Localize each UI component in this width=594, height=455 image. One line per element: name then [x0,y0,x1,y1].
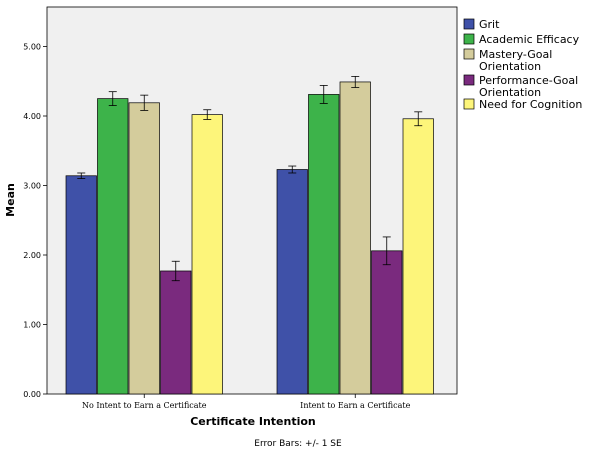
y-tick-label: 3.00 [23,182,41,191]
y-tick-label: 5.00 [23,43,41,52]
legend-label: Mastery-Goal Orientation [479,48,552,73]
legend-swatch [463,33,475,45]
bar-mastery-goal-orientation [339,81,371,395]
bar-grit [276,169,308,395]
y-tick-label: 4.00 [23,112,41,121]
legend-label: Academic Efficacy [479,33,580,46]
x-axis-labels: No Intent to Earn a Certificate Intent to… [82,394,411,410]
x-category-label: No Intent to Earn a Certificate [82,401,207,410]
legend-swatch [463,48,475,60]
error-bars-group [77,75,423,282]
bar-grit [65,175,97,395]
error-bar-footnote: Error Bars: +/- 1 SE [254,439,342,449]
x-axis-title: Certificate Intention [190,415,316,428]
legend-swatch [463,74,475,86]
legend-swatch [463,18,475,30]
x-category-label: Intent to Earn a Certificate [300,401,410,410]
bar-performance-goal-orientation [371,250,403,395]
bar-performance-goal-orientation [160,270,192,395]
legend: Grit Academic Efficacy Mastery-Goal Orienta… [463,18,582,111]
y-tick-label: 2.00 [23,251,41,260]
y-axis-title: Mean [4,183,17,217]
legend-swatch [463,98,475,110]
bar-mastery-goal-orientation [128,102,160,395]
legend-label: Performance-Goal Orientation [479,74,578,99]
legend-label: Need for Cognition [479,98,582,111]
bar-academic-efficacy [97,98,129,395]
bar-need-for-cognition [402,118,434,395]
y-axis: 0.00 1.00 2.00 3.00 4.00 5.00 [23,43,47,399]
y-tick-label: 0.00 [23,390,41,399]
bar-academic-efficacy [308,94,340,395]
bar-need-for-cognition [191,114,223,395]
y-tick-label: 1.00 [23,321,41,330]
legend-label: Grit [479,18,500,31]
